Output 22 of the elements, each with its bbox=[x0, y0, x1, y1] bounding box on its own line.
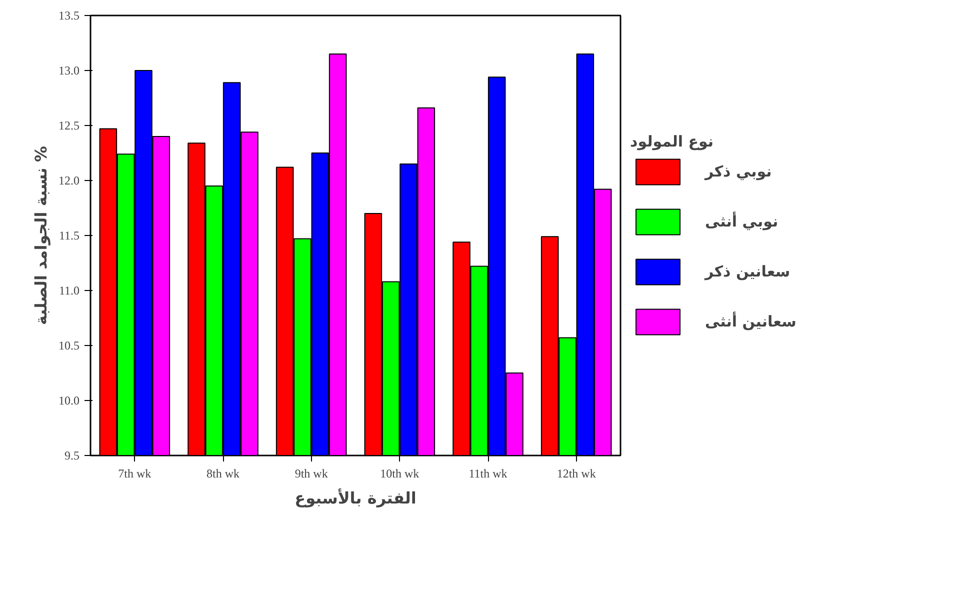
y-tick-label: 12.5 bbox=[58, 118, 80, 132]
legend-label: سعانين ذكر bbox=[705, 262, 790, 280]
legend-label: نوبي ذكر bbox=[705, 162, 772, 180]
legend-label: نوبي أنثى bbox=[705, 212, 778, 230]
x-tick-label: 9th wk bbox=[294, 466, 328, 480]
y-tick-label: 10.0 bbox=[58, 394, 80, 408]
legend-label: سعانين أنثى bbox=[705, 312, 796, 330]
y-tick-label: 10.5 bbox=[58, 338, 80, 352]
y-tick-label: 9.5 bbox=[64, 448, 80, 462]
x-tick-label: 10th wk bbox=[380, 466, 420, 480]
x-tick-label: 12th wk bbox=[556, 466, 596, 480]
y-tick-label: 12.0 bbox=[58, 174, 80, 188]
legend-title: نوع المولود bbox=[630, 132, 714, 150]
x-tick-label: 8th wk bbox=[206, 466, 240, 480]
y-tick-label: 11.0 bbox=[58, 284, 80, 298]
y-tick-label: 11.5 bbox=[58, 228, 80, 242]
x-axis-title: الفترة بالأسبوع bbox=[294, 488, 416, 508]
x-tick-label: 11th wk bbox=[468, 466, 508, 480]
y-axis-title: نسبة الجوامد الصلبة % bbox=[32, 146, 50, 325]
x-tick-label: 7th wk bbox=[118, 466, 152, 480]
y-tick-label: 13.0 bbox=[58, 64, 80, 78]
y-tick-label: 13.5 bbox=[58, 8, 80, 22]
